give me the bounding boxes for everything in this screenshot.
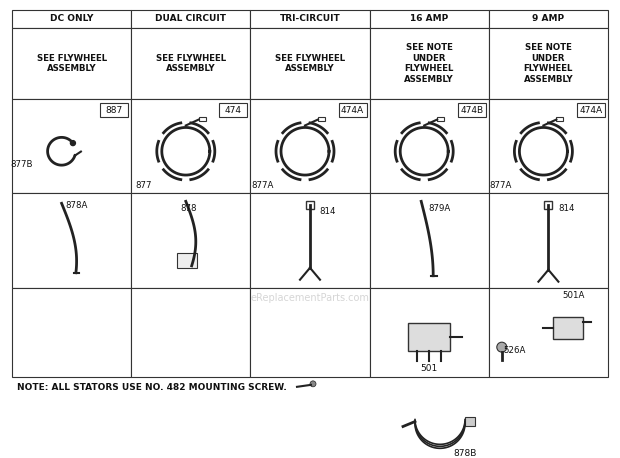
Bar xyxy=(370,193,489,288)
Text: 814: 814 xyxy=(558,204,575,213)
Text: 474A: 474A xyxy=(341,106,364,114)
Text: 474: 474 xyxy=(225,106,242,114)
Text: 877B: 877B xyxy=(11,160,33,169)
Text: 878B: 878B xyxy=(453,449,477,458)
Bar xyxy=(489,288,608,377)
Text: 16 AMP: 16 AMP xyxy=(410,14,448,23)
Text: SEE NOTE
UNDER
FLYWHEEL
ASSEMBLY: SEE NOTE UNDER FLYWHEEL ASSEMBLY xyxy=(523,44,574,83)
Bar xyxy=(12,10,131,28)
Circle shape xyxy=(310,381,316,387)
Text: DC ONLY: DC ONLY xyxy=(50,14,93,23)
Bar xyxy=(489,99,608,193)
Bar xyxy=(12,28,131,99)
Bar xyxy=(131,28,250,99)
Text: 9 AMP: 9 AMP xyxy=(533,14,564,23)
Bar xyxy=(318,116,325,120)
Text: 887: 887 xyxy=(105,106,123,114)
Text: SEE NOTE
UNDER
FLYWHEEL
ASSEMBLY: SEE NOTE UNDER FLYWHEEL ASSEMBLY xyxy=(404,44,454,83)
Bar xyxy=(250,10,370,28)
Bar xyxy=(554,317,583,339)
Bar xyxy=(12,288,131,377)
Bar xyxy=(465,417,475,426)
Bar xyxy=(131,99,250,193)
Bar xyxy=(489,193,608,288)
Circle shape xyxy=(71,141,76,146)
Text: 814: 814 xyxy=(320,207,336,216)
Circle shape xyxy=(497,342,507,352)
Bar xyxy=(370,288,489,377)
Bar xyxy=(177,253,197,268)
Text: 877: 877 xyxy=(135,181,151,190)
Bar xyxy=(250,99,370,193)
Bar xyxy=(577,103,605,117)
Text: 474B: 474B xyxy=(460,106,484,114)
Bar xyxy=(544,202,552,209)
Bar xyxy=(250,28,370,99)
Bar xyxy=(199,116,206,120)
Bar xyxy=(408,323,450,351)
Text: eReplacementParts.com: eReplacementParts.com xyxy=(250,293,370,303)
Text: 877A: 877A xyxy=(251,181,273,190)
Bar xyxy=(437,116,444,120)
Text: 877A: 877A xyxy=(490,181,512,190)
Bar xyxy=(250,288,370,377)
Text: TRI-CIRCUIT: TRI-CIRCUIT xyxy=(280,14,340,23)
Text: 878: 878 xyxy=(180,204,197,213)
Text: DUAL CIRCUIT: DUAL CIRCUIT xyxy=(155,14,226,23)
Text: 526A: 526A xyxy=(503,346,526,354)
Text: 501: 501 xyxy=(420,365,438,373)
Text: SEE FLYWHEEL
ASSEMBLY: SEE FLYWHEEL ASSEMBLY xyxy=(156,54,226,73)
Text: 474A: 474A xyxy=(580,106,603,114)
Bar xyxy=(489,28,608,99)
Bar xyxy=(489,10,608,28)
Bar xyxy=(219,103,247,117)
Text: SEE FLYWHEEL
ASSEMBLY: SEE FLYWHEEL ASSEMBLY xyxy=(37,54,107,73)
Bar xyxy=(131,193,250,288)
Bar xyxy=(339,103,366,117)
Text: 878A: 878A xyxy=(66,201,88,210)
Bar xyxy=(100,103,128,117)
Bar xyxy=(556,116,564,120)
Text: 879A: 879A xyxy=(428,204,450,213)
Bar xyxy=(131,10,250,28)
Bar xyxy=(12,193,131,288)
Bar xyxy=(250,193,370,288)
Bar xyxy=(306,202,314,209)
Bar xyxy=(370,99,489,193)
Bar xyxy=(12,99,131,193)
Bar xyxy=(458,103,486,117)
Text: 501A: 501A xyxy=(562,291,585,300)
Bar xyxy=(370,28,489,99)
Text: NOTE: ALL STATORS USE NO. 482 MOUNTING SCREW.: NOTE: ALL STATORS USE NO. 482 MOUNTING S… xyxy=(17,383,286,392)
Bar xyxy=(131,288,250,377)
Bar xyxy=(370,10,489,28)
Text: SEE FLYWHEEL
ASSEMBLY: SEE FLYWHEEL ASSEMBLY xyxy=(275,54,345,73)
